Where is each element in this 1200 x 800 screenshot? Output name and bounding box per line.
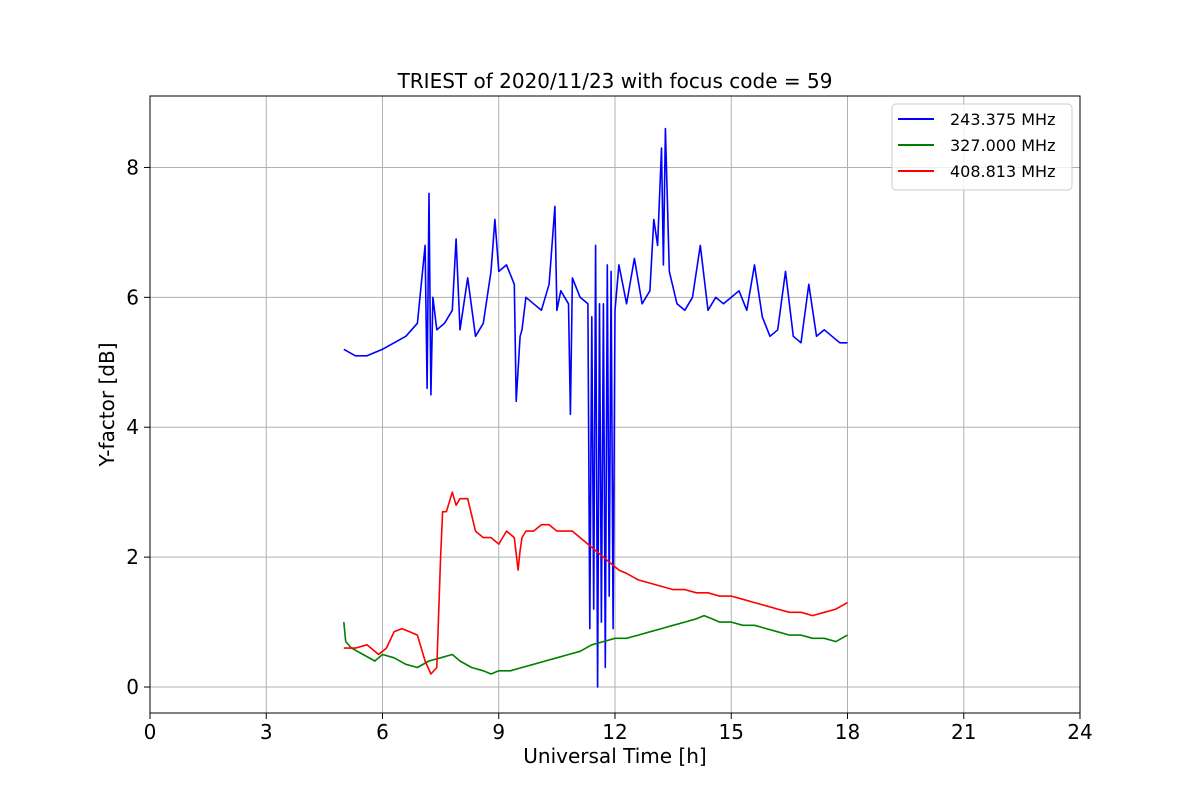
x-tick-label: 6 (376, 720, 389, 744)
x-tick-label: 12 (602, 720, 627, 744)
series-line-2 (343, 614, 848, 675)
legend-label: 243.375 MHz (950, 110, 1055, 129)
y-axis-label: Y-factor [dB] (95, 342, 119, 467)
x-tick-label: 0 (144, 720, 157, 744)
legend-box (891, 103, 1073, 191)
legend-label: 408.813 MHz (950, 162, 1055, 181)
legend-label: 327.000 MHz (950, 136, 1055, 155)
legend: 243.375 MHz 327.000 MHz 408.813 MHz (891, 103, 1073, 191)
x-tick-label: 18 (835, 720, 860, 744)
x-tick-label: 21 (951, 720, 976, 744)
x-axis-label: Universal Time [h] (523, 744, 706, 768)
y-tick-label: 0 (126, 675, 139, 699)
x-tick-label: 9 (492, 720, 505, 744)
y-tick-label: 4 (126, 415, 139, 439)
x-tick-label: 3 (260, 720, 273, 744)
y-tick-label: 2 (126, 545, 139, 569)
y-tick-label: 6 (126, 285, 139, 309)
series-group (343, 127, 848, 688)
y-tick-label: 8 (126, 155, 139, 179)
chart-title: TRIEST of 2020/11/23 with focus code = 5… (397, 69, 833, 93)
x-tick-label: 15 (719, 720, 744, 744)
series-line-1 (343, 127, 848, 688)
x-tick-label: 24 (1067, 720, 1092, 744)
series-line-3 (343, 491, 848, 675)
